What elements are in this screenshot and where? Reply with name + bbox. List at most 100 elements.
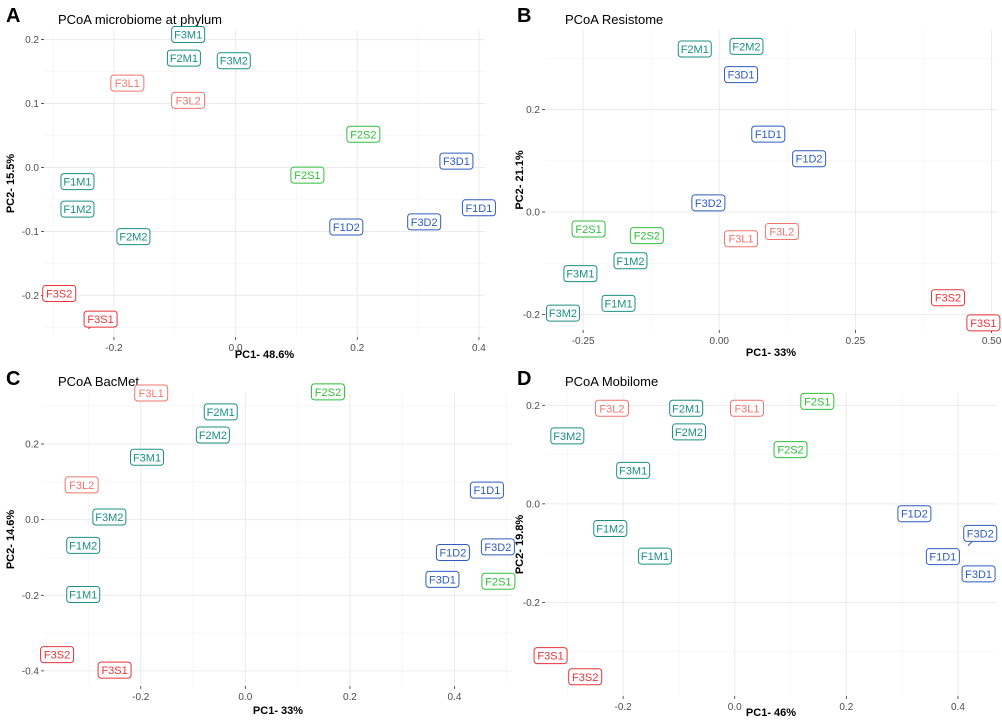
data-label-f2m1: F2M1 [203,403,238,421]
label-text: F3M2 [220,56,248,68]
label-box [171,91,206,109]
label-text: F3L2 [176,95,201,107]
label-text: F3D2 [695,198,722,210]
label-text: F2S2 [350,129,376,141]
label-text: F2M1 [170,53,198,65]
data-label-f3m2: F3M2 [92,508,127,526]
y-tick-label: 0.0 [25,163,39,174]
panel-letter: A [6,5,20,27]
label-box [346,125,381,143]
label-box [425,570,460,588]
panel-letter: B [517,5,531,27]
data-label-f1d1: F1D1 [461,199,496,217]
x-axis-label: PC1- 46% [746,707,796,719]
panel-c: C PCoA BacMet -0.2 0.0 0.2 0.4 -0.4 -0.2 0.0 0.… [5,368,516,717]
data-label-f3d2: F3D2 [963,524,998,547]
label-text: F3M1 [619,465,647,477]
label-box [329,218,364,236]
label-box [593,519,628,537]
data-label-f3l1: F3L1 [724,230,759,248]
data-label-f3s2: F3S2 [930,289,965,307]
label-box [480,538,515,556]
label-box [966,314,1001,332]
label-box [563,265,598,283]
y-tick-label: -0.2 [523,598,541,609]
label-box [42,285,77,303]
label-box [166,49,201,67]
label-text: F3S2 [44,650,70,662]
label-box [637,547,672,565]
label-box [66,536,101,554]
data-label-f1m1: F1M1 [66,586,101,604]
label-box [130,448,165,466]
label-box [764,223,799,241]
y-axis-label: PC2- 21.1% [514,150,526,210]
label-box [925,548,960,566]
panel-b: B PCoA Resistome -0.25 0.00 0.25 0.50 -0.2 0.… [514,5,1002,359]
y-tick-label: 0.2 [25,35,39,46]
x-tick-label: 0.0 [238,692,252,703]
label-text: F3M2 [95,512,123,524]
label-text: F3D1 [965,569,992,581]
data-label-f2s1: F2S1 [800,392,835,410]
y-tick-label: 0.1 [25,99,39,110]
data-label-f1d2: F1D2 [435,544,470,562]
x-axis-label: PC1- 48.6% [235,349,295,361]
y-tick-label: 0.0 [25,515,39,526]
label-text: F1D2 [439,548,466,560]
label-text: F1D1 [465,203,492,215]
label-text: F1M1 [63,177,91,189]
label-box [64,476,99,494]
label-box [613,252,648,270]
y-tick-label: -0.2 [22,291,40,302]
label-text: F2S1 [575,224,601,236]
label-box [773,441,808,459]
y-tick-label: -0.2 [523,310,541,321]
x-tick-label: -0.2 [105,343,123,354]
label-box [92,508,127,526]
label-box [594,399,629,417]
label-text: F1D1 [755,129,782,141]
data-label-f3d1: F3D1 [439,152,474,170]
data-label-f3m1: F3M1 [616,461,651,479]
label-box [629,227,664,245]
label-box [897,505,932,523]
label-text: F3L1 [139,388,164,400]
label-text: F3S2 [572,672,598,684]
data-label-f3d2: F3D2 [407,213,442,231]
data-label-f2s1: F2S1 [290,166,325,184]
chart-title: PCoA Resistome [565,12,663,27]
y-tick-label: -0.2 [22,591,40,602]
label-text: F3D1 [429,574,456,586]
label-text: F3S2 [935,293,961,305]
label-box [290,166,325,184]
data-label-f2m1: F2M1 [669,399,704,417]
label-box [677,40,712,58]
label-box [730,399,765,417]
panel-letter: D [517,368,531,390]
data-label-f1m2: F1M2 [66,536,101,554]
x-tick-label: -0.25 [572,336,595,347]
label-box [545,304,580,322]
label-text: F2M1 [207,407,235,419]
data-label-f3l1: F3L1 [134,384,169,402]
label-box [751,125,786,143]
data-label-f3d1: F3D1 [724,66,759,84]
data-label-f1m1: F1M1 [601,294,636,312]
label-text: F3M1 [566,269,594,281]
label-text: F3D2 [411,217,438,229]
label-text: F2S1 [294,170,320,182]
data-label-f1m2: F1M2 [593,519,628,537]
label-box [195,426,230,444]
data-label-f1m2: F1M2 [60,200,95,218]
data-label-f1d1: F1D1 [751,125,786,143]
x-tick-label: -0.2 [615,702,633,713]
label-box [691,194,726,212]
label-box [203,403,238,421]
label-text: F1M2 [63,204,91,216]
label-text: F3L2 [769,227,794,239]
y-tick-label: 0.2 [25,440,39,451]
x-axis-label: PC1- 33% [746,347,796,359]
data-label-f1d1: F1D1 [469,481,504,499]
y-tick-label: 0.0 [526,208,540,219]
